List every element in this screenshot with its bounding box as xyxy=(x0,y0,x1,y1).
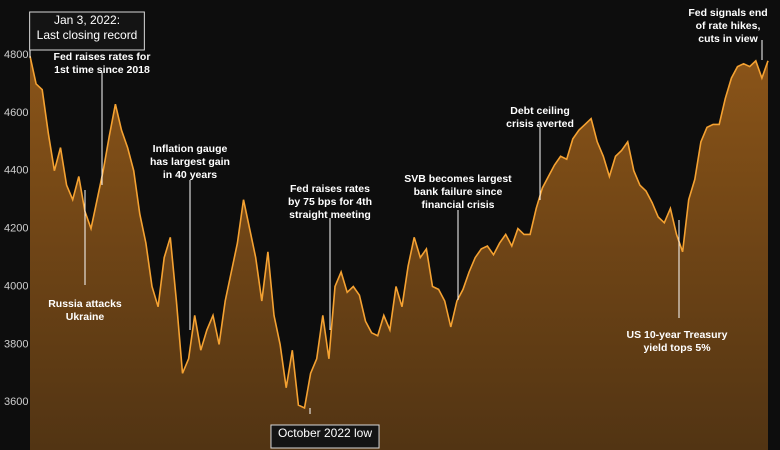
annotation-text: by 75 bps for 4th xyxy=(288,196,372,208)
annotation: October 2022 low xyxy=(270,424,380,449)
annotation-text: SVB becomes largest xyxy=(404,173,512,185)
annotation-text: Russia attacks xyxy=(48,298,122,310)
y-tick-label: 4200 xyxy=(4,223,28,235)
annotation-text: Inflation gauge xyxy=(153,143,228,155)
annotation-text: cuts in view xyxy=(698,33,758,45)
annotation-text: Jan 3, 2022: xyxy=(54,13,120,27)
y-tick-label: 4800 xyxy=(4,49,28,61)
y-tick-label: 4400 xyxy=(4,165,28,177)
annotation-box xyxy=(29,11,145,51)
annotation-text: of rate hikes, xyxy=(696,20,761,32)
annotation-text: has largest gain xyxy=(150,156,230,168)
annotation-text: Debt ceiling xyxy=(510,105,570,117)
annotation-text: Fed raises rates for xyxy=(54,51,151,63)
annotation-text: Fed raises rates xyxy=(290,183,370,195)
annotation-box xyxy=(270,424,380,449)
annotation-text: Last closing record xyxy=(37,28,138,42)
y-tick-label: 4000 xyxy=(4,280,28,292)
annotation-text: Fed signals end xyxy=(688,7,767,19)
annotation-text: October 2022 low xyxy=(278,426,372,440)
annotation: Jan 3, 2022:Last closing record xyxy=(29,11,145,51)
area-fill xyxy=(30,56,768,450)
annotation-text: yield tops 5% xyxy=(643,342,711,354)
annotation-text: in 40 years xyxy=(163,169,217,181)
annotation-text: bank failure since xyxy=(414,186,503,198)
annotation-text: crisis averted xyxy=(506,118,574,130)
line xyxy=(29,55,769,410)
annotation-text: US 10-year Treasury xyxy=(627,329,728,341)
annotation-text: financial crisis xyxy=(422,199,495,211)
annotation-text: Ukraine xyxy=(66,311,105,323)
annotation-text: straight meeting xyxy=(289,209,371,221)
annotation-text: 1st time since 2018 xyxy=(54,64,150,76)
y-tick-label: 4600 xyxy=(4,107,28,119)
y-tick-label: 3800 xyxy=(4,338,28,350)
y-tick-label: 3600 xyxy=(4,396,28,408)
